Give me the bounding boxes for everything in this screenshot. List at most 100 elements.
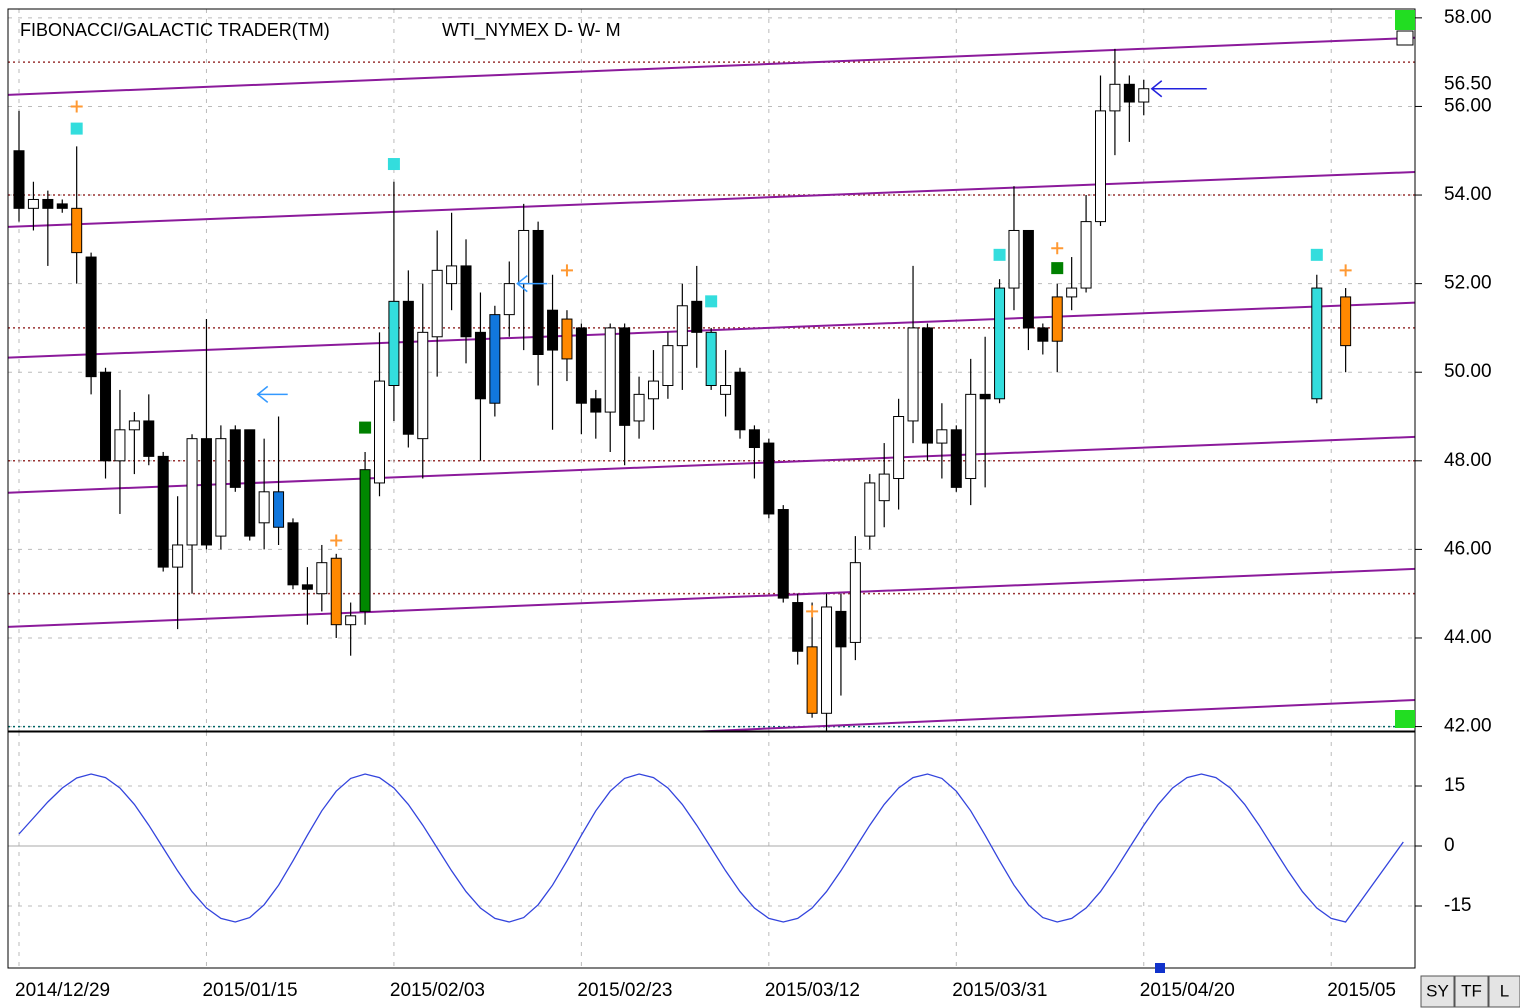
toolbar-button-label: L <box>1500 981 1509 1000</box>
candle-body <box>474 331 486 400</box>
candle-body <box>128 420 140 431</box>
candle-body <box>417 331 429 440</box>
y-tick-label: 52.00 <box>1444 273 1492 294</box>
signal-plus <box>1339 264 1352 277</box>
candle-body <box>244 429 256 537</box>
candle-body <box>748 429 760 449</box>
candle-body <box>71 207 83 254</box>
channel-line <box>8 171 1415 228</box>
signal-plus <box>1051 242 1064 255</box>
candle-body <box>1095 110 1106 223</box>
indicator-tick-label: -15 <box>1444 895 1471 916</box>
candle-body <box>532 229 544 355</box>
candle-body <box>950 429 962 488</box>
toolbar-button[interactable] <box>1454 975 1489 1008</box>
y-tick-label: 54.00 <box>1444 184 1492 205</box>
signal-square <box>387 158 400 171</box>
signal-square <box>705 295 718 308</box>
chart-title: FIBONACCI/GALACTIC TRADER(TM) <box>20 20 330 40</box>
candle-body <box>186 438 198 546</box>
candle-body <box>1340 296 1352 347</box>
candle-body <box>489 314 501 404</box>
candle-body <box>330 557 342 626</box>
candle-body <box>575 327 587 404</box>
candle-body <box>936 429 948 444</box>
candle-body <box>345 615 357 626</box>
cursor-marker <box>1155 963 1165 973</box>
candle-body <box>1123 83 1135 103</box>
candle-body <box>258 491 270 524</box>
candle-body <box>85 256 97 378</box>
toolbar: SY TF L <box>1420 975 1520 1008</box>
candle-body <box>561 318 573 360</box>
candle-body <box>359 469 371 612</box>
signal-arrow <box>256 385 288 403</box>
candle-body <box>878 473 890 502</box>
candle-body <box>590 398 602 413</box>
candle-body <box>691 300 703 333</box>
candle-body <box>734 371 746 431</box>
signal-plus <box>330 534 343 547</box>
signal-plus <box>806 605 819 618</box>
toolbar-button[interactable] <box>1420 975 1455 1008</box>
candle-body <box>647 380 659 400</box>
candle-body <box>229 429 241 488</box>
indicator-tick-label: 0 <box>1444 835 1455 856</box>
signal-square <box>70 122 83 135</box>
candle-body <box>835 610 847 648</box>
candle-body <box>633 393 645 422</box>
y-tick-label: 44.00 <box>1444 627 1492 648</box>
candle-body <box>200 438 212 546</box>
candle-body <box>1109 83 1121 112</box>
y-tick-label: 50.00 <box>1444 361 1492 382</box>
candle-body <box>806 646 818 714</box>
candle-body <box>316 562 328 595</box>
signal-square <box>1051 262 1064 275</box>
candle-body <box>460 265 472 338</box>
candle-body <box>547 309 559 351</box>
candle-body <box>619 327 631 426</box>
channel-layer <box>8 36 1415 731</box>
indicator-panel-border <box>7 731 1416 969</box>
x-tick-label: 2014/12/29 <box>15 980 110 1001</box>
candle-body <box>849 562 861 643</box>
candle-body <box>374 380 385 484</box>
signal-arrow <box>516 275 548 293</box>
candle-body <box>1022 229 1034 329</box>
toolbar-button[interactable] <box>1488 975 1520 1008</box>
toolbar-button-label: SY <box>1426 981 1449 1000</box>
candle-body <box>907 327 919 422</box>
candle-body <box>402 300 414 435</box>
x-tick-label: 2015/02/03 <box>390 980 485 1001</box>
symbol-label: WTI_NYMEX D- W- M <box>442 20 621 41</box>
toolbar-button-label: TF <box>1461 981 1482 1000</box>
signal-square <box>359 421 372 434</box>
bottom-flag <box>1395 710 1415 728</box>
x-tick-label: 2015/04/20 <box>1140 980 1235 1001</box>
candle-body <box>1066 287 1078 298</box>
candle-body <box>388 300 400 387</box>
candle-body <box>705 331 717 387</box>
candle-body <box>1138 88 1150 103</box>
candle-body <box>1008 229 1020 289</box>
channel-line <box>8 36 1415 96</box>
y-tick-label: 56.00 <box>1444 95 1492 116</box>
candle-body <box>503 283 515 316</box>
last-price-label: 56.50 <box>1444 73 1492 94</box>
panel-icon[interactable] <box>1396 30 1414 46</box>
candle-body <box>27 198 39 209</box>
candle-body <box>763 442 775 515</box>
candle-body <box>215 438 227 537</box>
candle-body <box>777 509 789 599</box>
indicator-tick-label: 15 <box>1444 775 1465 796</box>
signal-plus <box>70 100 83 113</box>
x-tick-label: 2015/03/12 <box>765 980 860 1001</box>
candle-body <box>720 385 732 395</box>
candle-body <box>431 269 443 338</box>
candle-body <box>273 491 285 528</box>
candle-body <box>965 393 977 480</box>
candle-body <box>1311 287 1323 400</box>
x-tick-label: 2015/01/15 <box>202 980 297 1001</box>
